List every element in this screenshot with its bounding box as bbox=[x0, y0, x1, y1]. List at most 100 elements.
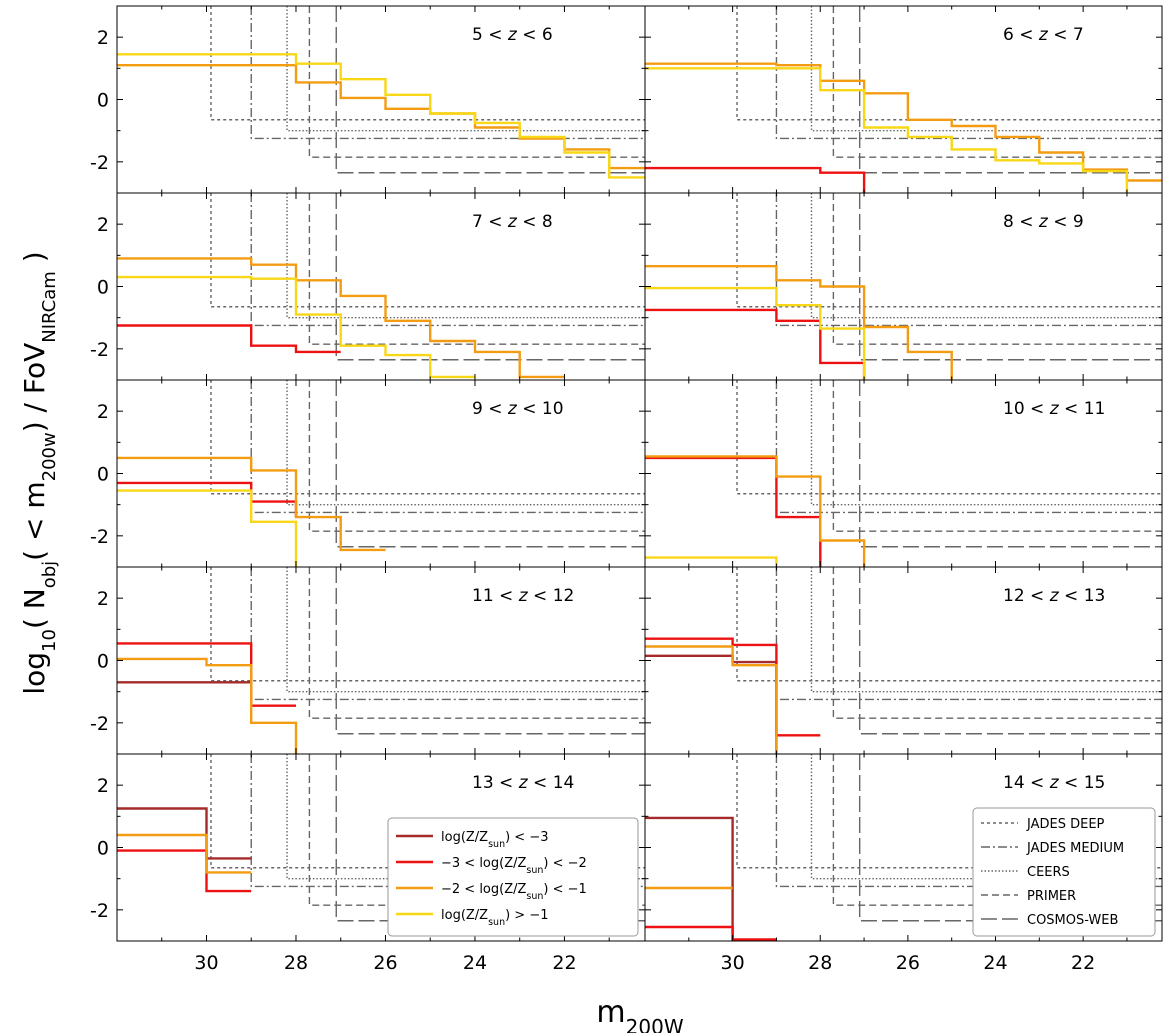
panel: 8 < z < 9 bbox=[644, 192, 1163, 381]
survey-limit-line bbox=[736, 6, 1162, 121]
survey-limit-line bbox=[286, 193, 645, 319]
y-tick-label: -2 bbox=[90, 152, 109, 174]
legend-label: JADES MEDIUM bbox=[1026, 841, 1124, 856]
panel-label: 14 < z < 15 bbox=[1003, 773, 1105, 793]
x-tick-label: 30 bbox=[194, 952, 218, 974]
x-tick-label: 26 bbox=[373, 952, 397, 974]
x-tick-label: 22 bbox=[1071, 952, 1095, 974]
panel-label: 9 < z < 10 bbox=[472, 399, 564, 419]
panel-label: 5 < z < 6 bbox=[472, 25, 553, 45]
y-tick-label: 2 bbox=[97, 775, 109, 797]
series-line bbox=[645, 556, 778, 567]
series-line bbox=[117, 657, 298, 754]
y-tick-label: 2 bbox=[97, 214, 109, 236]
series-line bbox=[645, 645, 778, 754]
panel: -2 0 2 7 < z < 8 bbox=[90, 192, 646, 381]
panel-frame bbox=[644, 192, 1163, 381]
survey-limit-line bbox=[832, 567, 1162, 719]
survey-limit-line bbox=[286, 567, 645, 693]
survey-limit-line bbox=[832, 754, 1162, 906]
series-line bbox=[645, 654, 778, 754]
survey-limit-line bbox=[335, 380, 645, 548]
y-axis-title: log10( Nobj( < m200w) / FoVNIRCam ) bbox=[18, 251, 60, 694]
survey-limit-line bbox=[832, 193, 1162, 345]
series-line bbox=[117, 481, 298, 518]
survey-limit-line bbox=[810, 193, 1162, 319]
panel: 6 < z < 7 bbox=[644, 5, 1163, 194]
survey-limit-line bbox=[250, 380, 645, 514]
survey-limit-line bbox=[810, 6, 1162, 132]
survey-limit-line bbox=[210, 567, 645, 682]
survey-limit-line bbox=[775, 6, 1162, 140]
panel-plot-area bbox=[645, 6, 1162, 193]
panel: 10 < z < 11 bbox=[644, 379, 1163, 568]
panel-label: 10 < z < 11 bbox=[1003, 399, 1105, 419]
y-tick-label: -2 bbox=[90, 526, 109, 548]
survey-limit-line bbox=[810, 567, 1162, 693]
series-line bbox=[645, 455, 866, 567]
series-line bbox=[117, 489, 298, 567]
series-line bbox=[117, 53, 645, 179]
survey-legend: JADES DEEP JADES MEDIUM CEERS PRIMER COSMOS-… bbox=[972, 807, 1156, 937]
panel-plot-area bbox=[117, 6, 645, 179]
series-line bbox=[117, 833, 252, 874]
x-tick-label: 24 bbox=[463, 952, 487, 974]
y-tick-label: 0 bbox=[97, 838, 109, 860]
survey-limit-line bbox=[250, 567, 645, 701]
series-line bbox=[645, 166, 866, 193]
series-line bbox=[117, 807, 252, 860]
panel-frame bbox=[644, 5, 1163, 194]
legend-label: −3 < log(Z/Zsun) < −2 bbox=[441, 856, 587, 876]
survey-limit-line bbox=[736, 380, 1162, 495]
series-line bbox=[645, 637, 821, 737]
y-tick-label: 2 bbox=[97, 588, 109, 610]
series-line bbox=[645, 62, 1162, 182]
y-tick-label: 2 bbox=[97, 401, 109, 423]
survey-limit-line bbox=[308, 6, 645, 158]
series-line bbox=[645, 816, 734, 941]
panel-frame bbox=[116, 379, 646, 568]
survey-limit-line bbox=[832, 6, 1162, 158]
y-tick-label: 0 bbox=[97, 277, 109, 299]
series-line bbox=[645, 286, 866, 380]
panel-label: 11 < z < 12 bbox=[472, 586, 574, 606]
survey-limit-line bbox=[832, 380, 1162, 532]
legend-label: PRIMER bbox=[1027, 889, 1076, 904]
legend-label: JADES DEEP bbox=[1026, 817, 1105, 832]
y-tick-label: 0 bbox=[97, 90, 109, 112]
x-tick-label: 26 bbox=[896, 952, 920, 974]
panel: 12 < z < 13 bbox=[644, 566, 1163, 755]
legend-label: COSMOS-WEB bbox=[1027, 913, 1118, 928]
panel: -2 0 2 5 < z < 6 bbox=[90, 5, 646, 194]
y-tick-label: -2 bbox=[90, 900, 109, 922]
survey-limit-line bbox=[335, 6, 645, 174]
survey-limit-line bbox=[210, 380, 645, 495]
panel-label: 8 < z < 9 bbox=[1003, 212, 1084, 232]
panel: -2 0 2 11 < z < 12 bbox=[90, 566, 646, 755]
panel-plot-area bbox=[645, 380, 1162, 567]
series-line bbox=[645, 308, 866, 380]
survey-limit-line bbox=[858, 380, 1162, 548]
legend-label: CEERS bbox=[1027, 865, 1070, 880]
survey-limit-line bbox=[210, 193, 645, 308]
panel: -2 0 2 9 < z < 10 bbox=[90, 379, 646, 568]
survey-limit-line bbox=[858, 567, 1162, 735]
survey-limit-line bbox=[775, 193, 1162, 327]
survey-limit-line bbox=[308, 567, 645, 719]
panel-plot-area bbox=[645, 193, 1162, 380]
survey-limit-line bbox=[286, 380, 645, 506]
series-line bbox=[117, 642, 296, 707]
legend-label: −2 < log(Z/Zsun) < −1 bbox=[441, 882, 587, 902]
panel-label: 13 < z < 14 bbox=[472, 773, 574, 793]
survey-limit-line bbox=[810, 380, 1162, 506]
survey-limit-line bbox=[335, 193, 645, 361]
y-tick-label: -2 bbox=[90, 339, 109, 361]
y-tick-label: 2 bbox=[97, 27, 109, 49]
survey-limit-line bbox=[736, 193, 1162, 308]
panel-label: 7 < z < 8 bbox=[472, 212, 553, 232]
legend-box bbox=[972, 807, 1156, 937]
panel-label: 12 < z < 13 bbox=[1003, 586, 1105, 606]
series-line bbox=[645, 456, 822, 567]
legend-box bbox=[387, 817, 639, 937]
